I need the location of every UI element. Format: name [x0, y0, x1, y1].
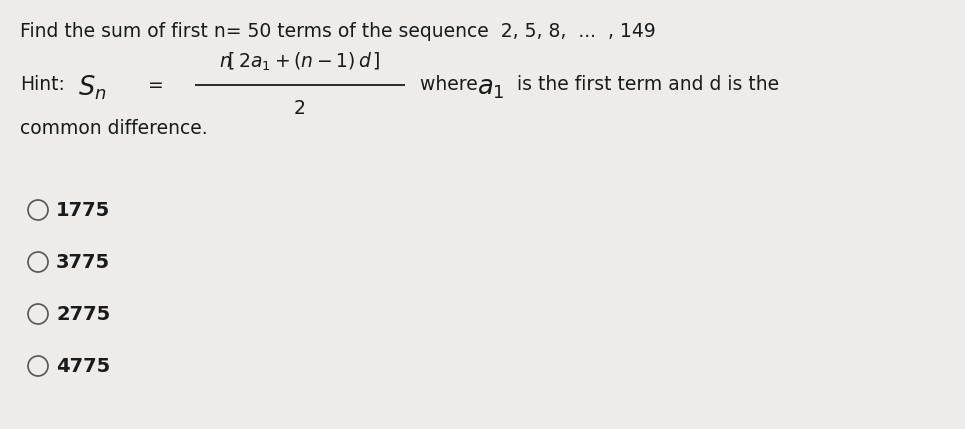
Text: common difference.: common difference.	[20, 118, 207, 138]
Text: $\mathit{S}_n$: $\mathit{S}_n$	[78, 74, 106, 102]
Text: Hint:: Hint:	[20, 76, 65, 94]
Text: 4775: 4775	[56, 356, 110, 375]
Text: 3775: 3775	[56, 253, 110, 272]
Text: is the first term and d is the: is the first term and d is the	[511, 76, 779, 94]
Text: $n\!\left[\,2a_1 + (n-1)\,d\,\right]$: $n\!\left[\,2a_1 + (n-1)\,d\,\right]$	[219, 51, 381, 73]
Text: $\mathit{a}_1$: $\mathit{a}_1$	[477, 75, 505, 101]
Text: 2: 2	[294, 99, 306, 118]
Text: 2775: 2775	[56, 305, 110, 323]
Text: =: =	[148, 76, 164, 94]
Text: where: where	[420, 76, 483, 94]
Text: 1775: 1775	[56, 200, 110, 220]
Text: Find the sum of first n= 50 terms of the sequence  2, 5, 8,  ...  , 149: Find the sum of first n= 50 terms of the…	[20, 22, 656, 41]
